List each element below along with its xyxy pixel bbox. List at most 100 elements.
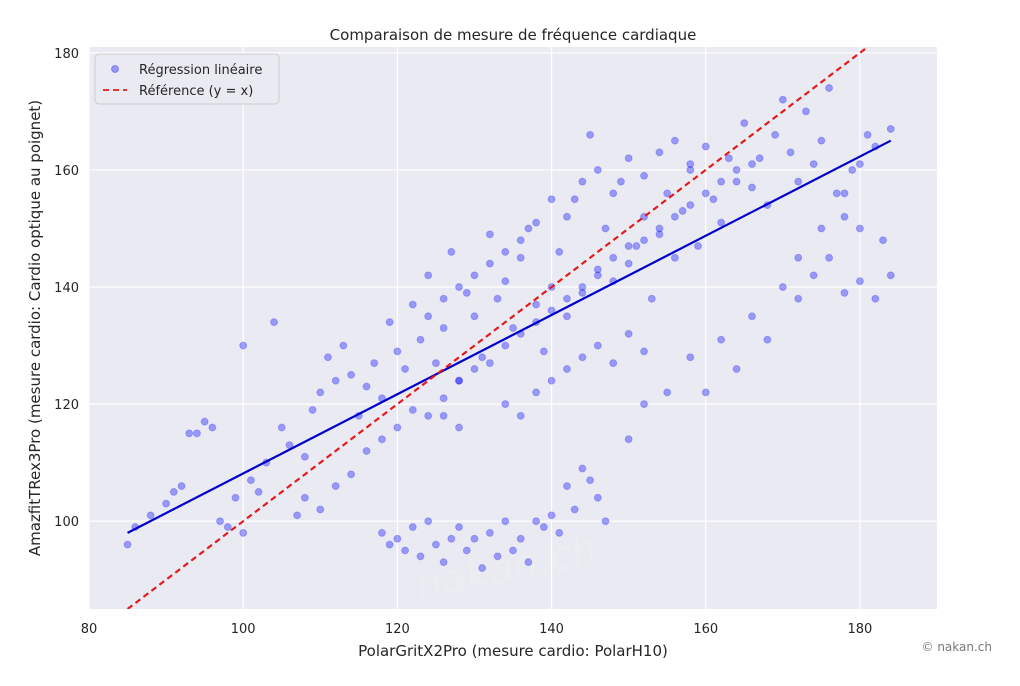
data-point	[393, 423, 402, 432]
data-point	[825, 253, 834, 262]
data-point	[385, 540, 394, 549]
data-point	[562, 364, 571, 373]
data-point	[794, 294, 803, 303]
data-point	[855, 160, 864, 169]
data-point	[246, 476, 255, 485]
data-point	[609, 359, 618, 368]
data-point	[331, 482, 340, 491]
data-point	[208, 423, 217, 432]
data-point	[663, 189, 672, 198]
data-point	[539, 347, 548, 356]
legend-marker-scatter	[111, 65, 119, 73]
data-point	[740, 119, 749, 128]
data-point	[578, 177, 587, 186]
data-point	[555, 247, 564, 256]
x-tick-label: 120	[385, 622, 410, 637]
data-point	[840, 189, 849, 198]
data-point	[632, 242, 641, 251]
data-point	[532, 218, 541, 227]
data-point	[586, 130, 595, 139]
tick-labels: 80 100 120 140 160 180 100 120 140 160 180	[54, 47, 872, 637]
data-point	[439, 558, 448, 567]
data-point	[146, 511, 155, 520]
x-axis-label: PolarGritX2Pro (mesure cardio: PolarH10)	[358, 642, 668, 660]
data-point	[509, 546, 517, 555]
data-point	[848, 165, 857, 174]
data-point	[801, 107, 810, 116]
data-point	[624, 329, 633, 338]
data-point	[817, 224, 826, 233]
data-point	[747, 183, 756, 192]
data-point	[578, 353, 587, 362]
legend: Régression linéaire Référence (y = x)	[94, 53, 280, 105]
data-point	[362, 446, 371, 455]
data-point	[694, 242, 703, 251]
data-point	[447, 247, 456, 256]
data-point	[424, 271, 433, 280]
data-point	[516, 411, 525, 420]
data-point	[501, 400, 510, 409]
y-tick-label: 180	[54, 47, 79, 62]
data-point	[377, 435, 386, 444]
data-point	[670, 212, 679, 221]
data-point	[401, 364, 410, 373]
x-tick-label: 140	[539, 622, 564, 637]
y-tick-label: 140	[54, 281, 79, 296]
data-point	[162, 499, 171, 508]
data-point	[478, 564, 487, 573]
data-point	[593, 341, 602, 350]
grid	[88, 47, 937, 609]
x-tick-label: 180	[847, 622, 872, 637]
data-point	[547, 511, 556, 520]
data-point	[647, 294, 656, 303]
regression-line	[127, 139, 892, 534]
data-point	[169, 487, 178, 496]
data-point	[393, 347, 402, 356]
data-point	[578, 464, 587, 473]
data-point	[424, 517, 433, 526]
y-axis-label: AmazfitTRex3Pro (mesure cardio: Cardio o…	[26, 100, 44, 556]
data-point	[200, 417, 209, 426]
data-point	[177, 482, 186, 491]
data-point	[624, 259, 633, 268]
data-point	[717, 177, 726, 186]
data-point	[532, 517, 541, 526]
data-point	[601, 517, 610, 526]
plot-area	[89, 47, 937, 609]
data-point	[879, 236, 888, 245]
data-point	[401, 546, 410, 555]
data-point	[747, 160, 756, 169]
data-point	[331, 376, 340, 385]
data-point	[270, 318, 279, 327]
data-point	[755, 154, 764, 163]
data-point	[347, 370, 356, 379]
data-point	[555, 528, 564, 537]
data-point	[308, 405, 317, 414]
data-point	[516, 236, 525, 245]
data-point	[886, 124, 895, 133]
data-point	[863, 130, 872, 139]
data-point	[570, 195, 579, 204]
data-point	[655, 224, 664, 233]
data-point	[871, 294, 880, 303]
data-point	[855, 277, 864, 286]
data-point	[424, 411, 433, 420]
data-point	[223, 523, 232, 532]
data-point	[455, 376, 464, 385]
scatter-points	[123, 83, 895, 573]
data-point	[670, 253, 679, 262]
reference-line	[126, 47, 870, 609]
data-point	[655, 148, 664, 157]
data-point	[470, 534, 479, 543]
data-point	[485, 528, 494, 537]
data-point	[701, 189, 710, 198]
data-point	[239, 528, 248, 537]
data-point	[547, 376, 556, 385]
data-point	[586, 476, 595, 485]
data-point	[732, 364, 741, 373]
data-point	[609, 189, 618, 198]
data-point	[532, 388, 541, 397]
data-point	[516, 534, 525, 543]
data-point	[678, 206, 687, 215]
